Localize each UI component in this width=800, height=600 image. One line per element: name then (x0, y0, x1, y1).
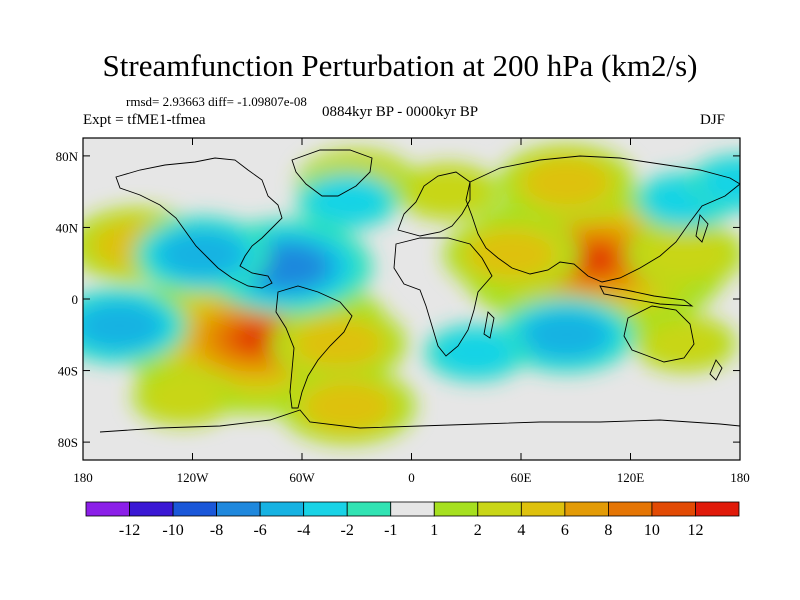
y-tick-label-4: 80S (58, 435, 78, 450)
colorbar-box-4 (259, 501, 305, 517)
colorbar-label-2: -8 (210, 522, 223, 539)
colorbar-label-11: 8 (604, 522, 612, 539)
colorbar-box-0 (85, 501, 130, 517)
y-tick-label-0: 80N (56, 149, 79, 164)
colorbar: -12 -10 -8 -6 -4 -2 -1 1 2 4 6 8 10 12 (85, 501, 740, 539)
x-tick-label-0: 180 (73, 470, 93, 485)
coastlines (99, 149, 740, 433)
coast-antarctica (99, 409, 740, 433)
anomaly-positive-11-level-2 (142, 374, 225, 421)
coast-australia (623, 305, 695, 363)
colorbar-box-9 (477, 501, 522, 517)
colorbar-box-5 (303, 501, 348, 517)
anomaly-negative-16-level-4 (83, 301, 163, 350)
anomaly-negative-15-level-2 (434, 329, 517, 376)
chart-title: Streamfunction Perturbation at 200 hPa (… (102, 48, 698, 83)
colorbar-label-6: -1 (384, 522, 397, 539)
colorbar-box-11 (564, 501, 609, 517)
colorbar-label-0: -12 (119, 522, 140, 539)
anomaly-positive-0-level-12 (581, 252, 607, 267)
period-label: 0884kyr BP - 0000kyr BP (322, 104, 479, 120)
anomaly-negative-19-level-2 (698, 159, 740, 206)
colorbar-label-1: -10 (162, 522, 183, 539)
y-tick-label-2: 0 (72, 292, 79, 307)
anomaly-positive-2-level-2 (637, 227, 734, 282)
x-tick-label-3: 0 (408, 470, 415, 485)
coast-madagascar (483, 311, 495, 339)
anomaly-positive-9-level-4 (304, 382, 391, 431)
anomaly-positive-8-level-4 (523, 158, 610, 207)
colorbar-label-12: 10 (644, 522, 660, 539)
colorbar-label-8: 2 (474, 522, 482, 539)
anomaly-negative-14-level-4 (523, 310, 610, 359)
coast-africa (393, 237, 493, 357)
anomaly-positive-4-level-4 (295, 319, 382, 368)
y-tick-label-1: 40N (56, 220, 79, 235)
anomaly-negative-13-level-4 (158, 230, 245, 279)
anomaly-positive-10-level-2 (644, 320, 727, 367)
colorbar-box-12 (608, 501, 653, 517)
colorbar-box-7 (390, 501, 435, 517)
anomaly-blobs (83, 144, 740, 445)
colorbar-box-14 (695, 501, 740, 517)
colorbar-label-9: 4 (517, 522, 525, 539)
x-tick-label-4: 60E (511, 470, 532, 485)
colorbar-box-13 (651, 501, 696, 517)
colorbar-box-10 (520, 501, 566, 517)
colorbar-box-8 (433, 501, 479, 517)
coast-south-america (275, 285, 353, 409)
anomaly-positive-3-level-12 (243, 331, 269, 346)
colorbar-box-6 (346, 501, 392, 517)
coast-japan (695, 214, 709, 243)
x-tick-label-6: 180 (730, 470, 750, 485)
coast-north-america (115, 157, 283, 289)
x-tick-label-5: 120E (617, 470, 645, 485)
stats-text: rmsd= 2.93663 diff= -1.09807e-08 (126, 94, 307, 109)
colorbar-label-3: -6 (253, 522, 266, 539)
colorbar-label-5: -2 (341, 522, 354, 539)
anomaly-positive-7-level-2 (406, 168, 490, 215)
colorbar-box-2 (172, 501, 217, 517)
colorbar-box-1 (129, 501, 174, 517)
x-axis-ticks: 180 120W 60W 0 60E 120E 180 (73, 138, 750, 485)
coast-asia (465, 155, 740, 283)
colorbar-label-4: -4 (297, 522, 310, 539)
colorbar-label-7: 1 (430, 522, 438, 539)
map-panel: 180 120W 60W 0 60E 120E 180 80N 40N 0 40S 80S (56, 137, 750, 485)
x-tick-label-1: 120W (177, 470, 210, 485)
colorbar-label-10: 6 (561, 522, 569, 539)
anomaly-field (83, 144, 740, 445)
anomaly-positive-1-level-4 (469, 230, 555, 279)
y-axis-ticks: 80N 40N 0 40S 80S (56, 149, 740, 450)
colorbar-box-3 (216, 501, 261, 517)
coast-indonesia (599, 285, 694, 307)
experiment-label: Expt = tfME1-tfmea (83, 112, 206, 128)
anomaly-negative-17-level-2 (306, 177, 389, 224)
x-tick-label-2: 60W (289, 470, 315, 485)
coast-new-zealand (709, 359, 723, 381)
season-label: DJF (700, 112, 726, 128)
colorbar-label-13: 12 (687, 522, 703, 539)
coast-greenland (291, 149, 373, 197)
y-tick-label-3: 40S (58, 364, 78, 379)
